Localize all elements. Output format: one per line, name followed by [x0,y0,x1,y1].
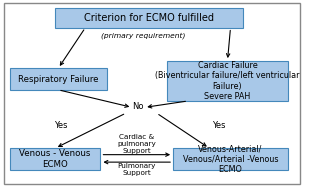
Text: Cardiac &
pulmonary
Support: Cardiac & pulmonary Support [117,134,156,154]
Text: Yes: Yes [212,121,225,130]
Text: Criterion for ECMO fulfilled: Criterion for ECMO fulfilled [84,13,214,23]
Text: Venous - Venous
ECMO: Venous - Venous ECMO [20,149,91,169]
Text: Venous-Arterial/
Venous/Arterial -Venous
ECMO: Venous-Arterial/ Venous/Arterial -Venous… [183,144,278,174]
Text: (primary requirement): (primary requirement) [100,33,185,39]
FancyBboxPatch shape [167,61,288,101]
FancyBboxPatch shape [173,148,288,170]
Text: Cardiac Failure
(Biventricular failure/left ventricular
Failure)
Severe PAH: Cardiac Failure (Biventricular failure/l… [155,61,300,101]
FancyBboxPatch shape [10,148,100,170]
FancyBboxPatch shape [55,8,243,28]
FancyBboxPatch shape [10,68,106,90]
Text: No: No [133,102,144,111]
Text: Respiratory Failure: Respiratory Failure [18,75,98,84]
Text: Yes: Yes [54,121,68,130]
Text: Pulmonary
Support: Pulmonary Support [117,163,156,176]
